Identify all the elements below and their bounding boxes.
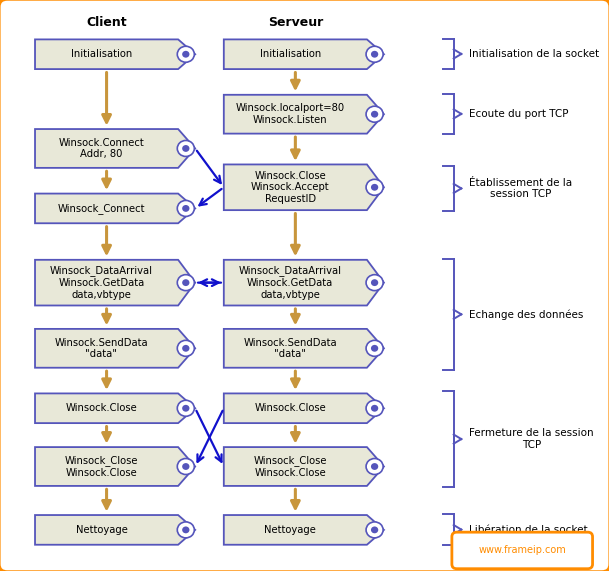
Polygon shape [224, 39, 384, 69]
Polygon shape [35, 447, 195, 486]
Text: Winsock.Close: Winsock.Close [66, 403, 138, 413]
Circle shape [182, 205, 189, 212]
Text: Fermeture de la session
TCP: Fermeture de la session TCP [469, 428, 594, 450]
Text: Winsock.SendData
"data": Winsock.SendData "data" [55, 337, 148, 359]
Circle shape [182, 463, 189, 470]
Text: Winsock_Connect: Winsock_Connect [58, 203, 145, 214]
Circle shape [182, 526, 189, 533]
Text: Winsock.Close
Winsock.Accept
RequestID: Winsock.Close Winsock.Accept RequestID [251, 171, 329, 204]
Circle shape [177, 46, 194, 62]
Text: Winsock_DataArrival
Winsock.GetData
data,vbtype: Winsock_DataArrival Winsock.GetData data… [239, 266, 342, 300]
Circle shape [182, 51, 189, 58]
Circle shape [366, 340, 383, 356]
Circle shape [182, 279, 189, 286]
Polygon shape [224, 329, 384, 368]
Text: Initialisation: Initialisation [259, 49, 321, 59]
Circle shape [366, 46, 383, 62]
Polygon shape [224, 515, 384, 545]
Text: Echange des données: Echange des données [469, 309, 583, 320]
Circle shape [366, 400, 383, 416]
Text: Winsock.Close: Winsock.Close [255, 403, 326, 413]
Circle shape [371, 279, 378, 286]
Polygon shape [224, 260, 384, 305]
Circle shape [177, 200, 194, 216]
Text: Initialisation: Initialisation [71, 49, 132, 59]
Circle shape [177, 522, 194, 538]
Text: Winsock_DataArrival
Winsock.GetData
data,vbtype: Winsock_DataArrival Winsock.GetData data… [50, 266, 153, 300]
Polygon shape [35, 129, 195, 168]
Circle shape [177, 459, 194, 475]
Text: Nettoyage: Nettoyage [76, 525, 127, 535]
Circle shape [366, 459, 383, 475]
Circle shape [182, 405, 189, 412]
Polygon shape [224, 164, 384, 210]
Text: Winsock.Connect
Addr, 80: Winsock.Connect Addr, 80 [58, 138, 144, 159]
Polygon shape [35, 515, 195, 545]
Circle shape [182, 345, 189, 352]
Text: Winsock.localport=80
Winsock.Listen: Winsock.localport=80 Winsock.Listen [236, 103, 345, 125]
Text: Initialisation de la socket: Initialisation de la socket [469, 49, 599, 59]
Circle shape [366, 106, 383, 122]
Text: Établissement de la
session TCP: Établissement de la session TCP [469, 178, 572, 199]
Circle shape [371, 184, 378, 191]
Polygon shape [35, 39, 195, 69]
Text: Libération de la socket: Libération de la socket [469, 525, 588, 534]
Text: Winsock.SendData
"data": Winsock.SendData "data" [244, 337, 337, 359]
Circle shape [366, 275, 383, 291]
Circle shape [371, 345, 378, 352]
Circle shape [177, 400, 194, 416]
Text: Nettoyage: Nettoyage [264, 525, 316, 535]
Text: Winsock_Close
Winsock.Close: Winsock_Close Winsock.Close [65, 455, 138, 478]
Circle shape [371, 111, 378, 118]
Polygon shape [35, 393, 195, 423]
Text: www.frameip.com: www.frameip.com [479, 545, 566, 556]
Circle shape [371, 463, 378, 470]
Text: Client: Client [86, 17, 127, 29]
Polygon shape [224, 95, 384, 134]
Text: Winsock_Close
Winsock.Close: Winsock_Close Winsock.Close [253, 455, 327, 478]
Circle shape [177, 140, 194, 156]
Circle shape [371, 405, 378, 412]
Circle shape [177, 275, 194, 291]
Polygon shape [224, 447, 384, 486]
Circle shape [371, 526, 378, 533]
Circle shape [366, 179, 383, 195]
FancyBboxPatch shape [452, 532, 593, 569]
Circle shape [182, 145, 189, 152]
Circle shape [177, 340, 194, 356]
Circle shape [371, 51, 378, 58]
Polygon shape [35, 260, 195, 305]
Polygon shape [35, 194, 195, 223]
Circle shape [366, 522, 383, 538]
Text: Ecoute du port TCP: Ecoute du port TCP [469, 109, 568, 119]
Polygon shape [224, 393, 384, 423]
Polygon shape [35, 329, 195, 368]
Text: Serveur: Serveur [268, 17, 323, 29]
